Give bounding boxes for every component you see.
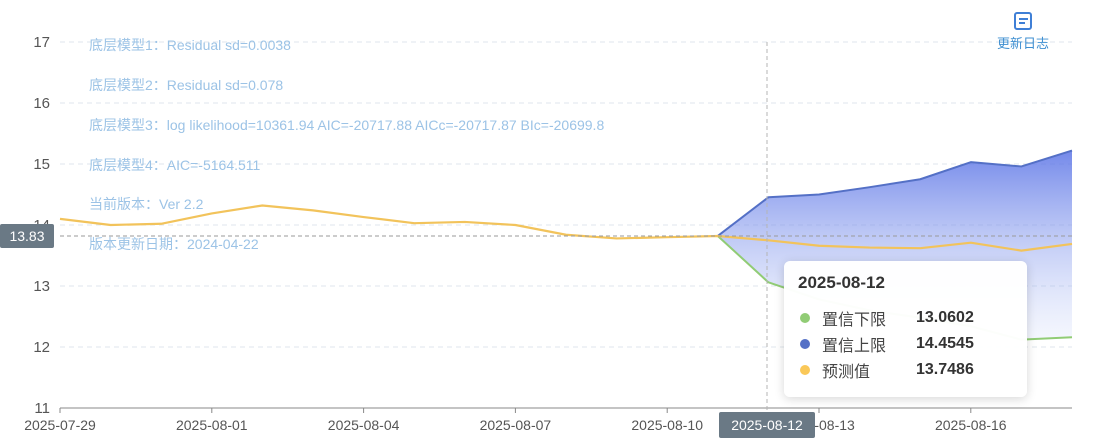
y-tick-label: 12 xyxy=(33,339,50,356)
x-tick-label: 2025-08-10 xyxy=(631,417,703,433)
y-tick-label: 17 xyxy=(33,34,50,51)
tooltip-row-forecast: 预测值 13.7486 xyxy=(798,357,1013,383)
y-tick-label: 16 xyxy=(33,95,50,112)
tooltip: 2025-08-12 置信下限 13.0602 置信上限 14.4545 预测值… xyxy=(784,261,1027,397)
upper-bound-dot xyxy=(800,339,810,349)
tooltip-label: 预测值 xyxy=(822,364,871,381)
x-tick-label: 2025-08-04 xyxy=(328,417,400,433)
tooltip-row-upper: 置信上限 14.4545 xyxy=(798,331,1013,357)
changelog-icon xyxy=(1014,12,1032,30)
y-tick-label: 15 xyxy=(33,156,50,173)
x-tick-label: 2025-08-07 xyxy=(480,417,552,433)
tooltip-value: 13.7486 xyxy=(916,361,974,378)
x-tick-label: 2025-08-16 xyxy=(935,417,1007,433)
x-tick-label: 2025-07-29 xyxy=(24,417,96,433)
tooltip-label: 置信下限 xyxy=(822,312,887,329)
forecast-line xyxy=(59,204,1073,252)
tooltip-row-lower: 置信下限 13.0602 xyxy=(798,305,1013,331)
forecast-dot xyxy=(800,365,810,375)
x-tick-label: 2025-08-01 xyxy=(176,417,248,433)
lower-bound-dot xyxy=(800,313,810,323)
crosshair-y-label-bg xyxy=(0,224,54,248)
changelog-label: 更新日志 xyxy=(996,36,1049,51)
version-date-note: 版本更新日期：2024-04-22 xyxy=(89,236,259,252)
model-note-1: 底层模型1：Residual sd=0.0038 xyxy=(89,37,291,53)
tooltip-value: 13.0602 xyxy=(916,309,974,326)
model-note-3: 底层模型3：log likelihood=10361.94 AIC=-20717… xyxy=(89,117,604,133)
upper-bound-line xyxy=(717,149,1073,237)
crosshair-x-label: 2025-08-12 xyxy=(731,417,803,433)
crosshair-y-label: 13.83 xyxy=(9,228,44,244)
model-note-2: 底层模型2：Residual sd=0.078 xyxy=(89,77,283,93)
y-tick-label: 11 xyxy=(34,400,50,417)
y-tick-label: 13 xyxy=(33,278,50,295)
version-note: 当前版本：Ver 2.2 xyxy=(89,196,204,212)
tooltip-label: 置信上限 xyxy=(822,338,887,355)
model-note-4: 底层模型4：AIC=-5164.511 xyxy=(89,157,261,173)
tooltip-value: 14.4545 xyxy=(916,335,974,352)
crosshair-x-label-bg xyxy=(719,412,815,438)
changelog-button[interactable]: 更新日志 xyxy=(990,12,1056,52)
tooltip-date: 2025-08-12 xyxy=(798,273,885,292)
